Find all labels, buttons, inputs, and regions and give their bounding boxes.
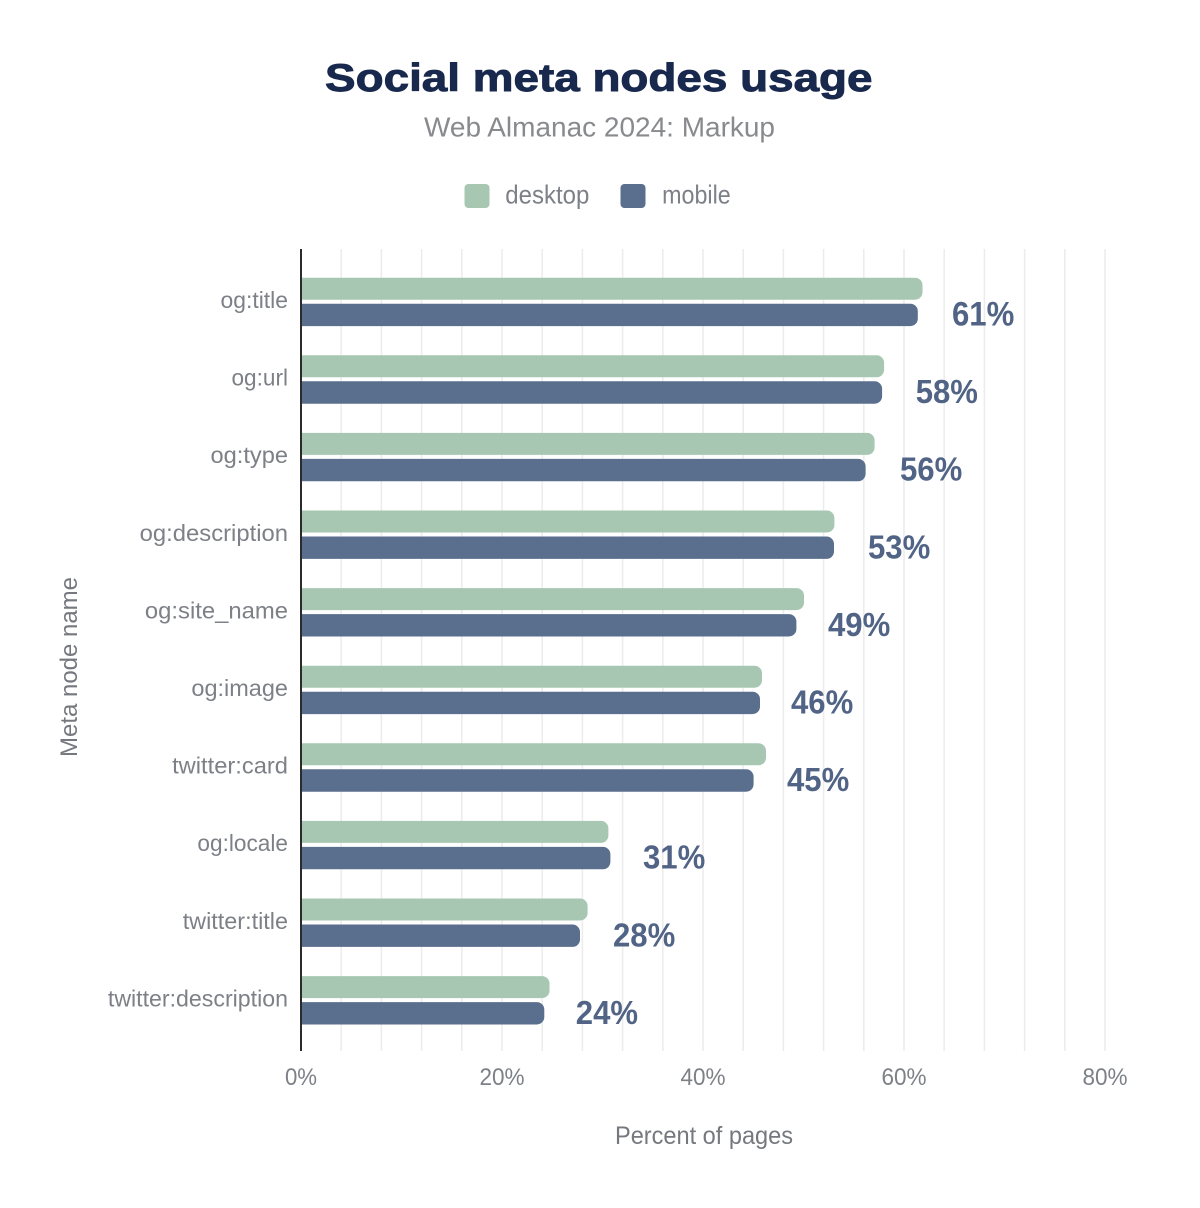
svg-text:og:type: og:type — [211, 442, 289, 468]
svg-text:24%: 24% — [576, 994, 638, 1031]
svg-text:desktop: desktop — [505, 180, 589, 210]
svg-text:40%: 40% — [680, 1064, 725, 1091]
svg-text:80%: 80% — [1082, 1064, 1127, 1091]
svg-text:twitter:description: twitter:description — [108, 985, 288, 1011]
svg-text:mobile: mobile — [662, 180, 731, 210]
svg-text:og:url: og:url — [232, 365, 289, 391]
svg-text:49%: 49% — [828, 606, 890, 643]
svg-text:twitter:title: twitter:title — [183, 908, 288, 934]
svg-text:61%: 61% — [952, 296, 1014, 334]
svg-text:0%: 0% — [285, 1064, 317, 1091]
svg-text:Meta node name: Meta node name — [56, 577, 83, 757]
svg-text:28%: 28% — [613, 916, 675, 953]
svg-text:20%: 20% — [479, 1064, 524, 1091]
svg-text:60%: 60% — [881, 1064, 926, 1091]
svg-text:31%: 31% — [643, 839, 705, 876]
svg-text:58%: 58% — [916, 373, 978, 410]
svg-text:og:site_name: og:site_name — [145, 597, 288, 623]
svg-text:Percent of pages: Percent of pages — [615, 1122, 793, 1150]
svg-text:46%: 46% — [791, 684, 853, 721]
svg-text:twitter:card: twitter:card — [172, 753, 288, 779]
svg-text:Social meta nodes usage: Social meta nodes usage — [325, 57, 873, 100]
svg-text:og:title: og:title — [221, 287, 289, 313]
svg-text:56%: 56% — [900, 451, 962, 488]
svg-text:45%: 45% — [787, 761, 849, 798]
svg-text:og:description: og:description — [140, 520, 288, 546]
svg-text:53%: 53% — [868, 528, 930, 565]
svg-text:og:image: og:image — [191, 675, 288, 701]
svg-text:og:locale: og:locale — [197, 830, 288, 856]
svg-text:Web Almanac 2024: Markup: Web Almanac 2024: Markup — [424, 112, 775, 143]
